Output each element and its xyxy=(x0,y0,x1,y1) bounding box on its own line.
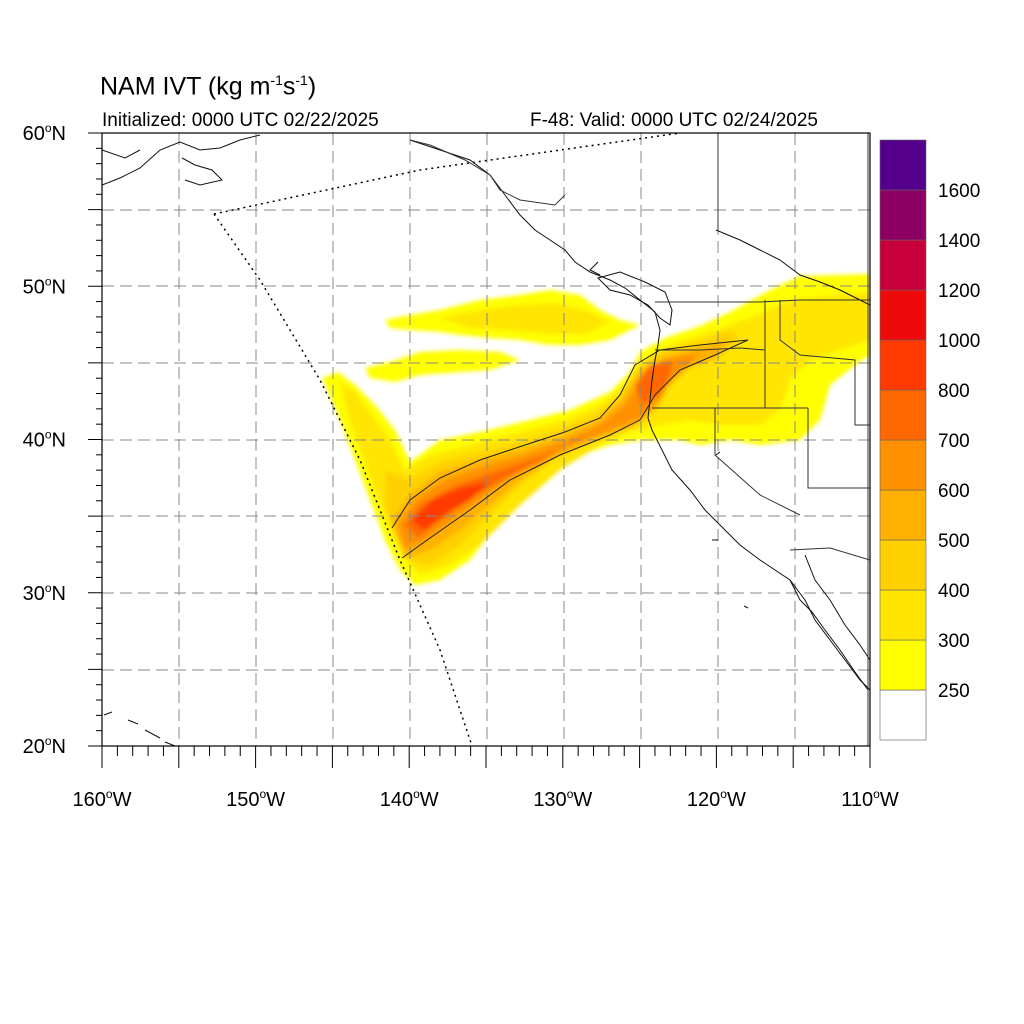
title-sup-1: -1 xyxy=(270,72,283,88)
colorbar-box xyxy=(879,439,927,491)
lon-label: 120oW xyxy=(687,787,746,811)
title-model: NAM IVT xyxy=(100,72,201,101)
colorbar-box xyxy=(879,239,927,291)
model-domain-boundary xyxy=(213,133,681,746)
lat-label: 20oN xyxy=(23,734,66,758)
graticule xyxy=(102,133,870,746)
colorbar-box xyxy=(879,689,927,741)
lat-label: 60oN xyxy=(23,121,66,145)
lat-label: 50oN xyxy=(23,274,66,298)
colorbar-label: 1400 xyxy=(938,231,980,252)
lon-label: 140oW xyxy=(380,787,439,811)
colorbar-box xyxy=(879,389,927,441)
chart-title: NAM IVT (kg m-1s-1) xyxy=(100,72,316,101)
colorbar-box xyxy=(879,339,927,391)
colorbar: 250 300 400 500 600 700 800 1000 1200 1400 1600 xyxy=(879,139,980,741)
ivt-700-region xyxy=(405,450,560,538)
lon-label: 130oW xyxy=(533,787,592,811)
colorbar-label: 1000 xyxy=(938,331,980,352)
colorbar-label: 1600 xyxy=(938,181,980,202)
lon-label: 160oW xyxy=(73,787,132,811)
colorbar-box xyxy=(879,139,927,191)
ivt-250-mid-patch xyxy=(365,350,520,382)
lon-label: 150oW xyxy=(226,787,285,811)
initialized-time: Initialized: 0000 UTC 02/22/2025 xyxy=(102,110,379,131)
axis-ticks xyxy=(88,132,871,768)
colorbar-label: 700 xyxy=(938,431,970,452)
ivt-800-region xyxy=(412,482,490,530)
colorbar-box xyxy=(879,589,927,641)
colorbar-label: 300 xyxy=(938,631,970,652)
lat-label: 40oN xyxy=(23,428,66,452)
ivt-700-region-north xyxy=(635,360,672,405)
ivt-300-north-patch xyxy=(440,303,610,334)
colorbar-box xyxy=(879,539,927,591)
colorbar-box xyxy=(879,189,927,241)
title-close: ) xyxy=(307,72,317,101)
ivt-contours xyxy=(391,339,749,559)
colorbar-label: 1200 xyxy=(938,281,980,302)
colorbar-label: 400 xyxy=(938,581,970,602)
axis-labels: 60oN 50oN 40oN 30oN 20oN 160oW 150oW 140oW 130oW… xyxy=(23,121,899,811)
title-units: (kg m xyxy=(207,72,271,101)
colorbar-label: 600 xyxy=(938,481,970,502)
lon-label: 110oW xyxy=(841,787,899,811)
colorbar-box xyxy=(879,639,927,691)
ivt-600-region xyxy=(398,352,700,548)
colorbar-label: 800 xyxy=(938,381,970,402)
colorbar-box xyxy=(879,489,927,541)
coastlines xyxy=(102,134,870,746)
colorbar-box xyxy=(879,289,927,341)
colorbar-label: 250 xyxy=(938,681,970,702)
colorbar-label: 500 xyxy=(938,531,970,552)
title-mid: s xyxy=(282,72,296,101)
title-sup-2: -1 xyxy=(295,72,308,88)
valid-time: F-48: Valid: 0000 UTC 02/24/2025 xyxy=(530,110,818,131)
political-boundaries xyxy=(409,133,870,746)
lat-label: 30oN xyxy=(23,581,66,605)
map-content xyxy=(102,133,870,746)
